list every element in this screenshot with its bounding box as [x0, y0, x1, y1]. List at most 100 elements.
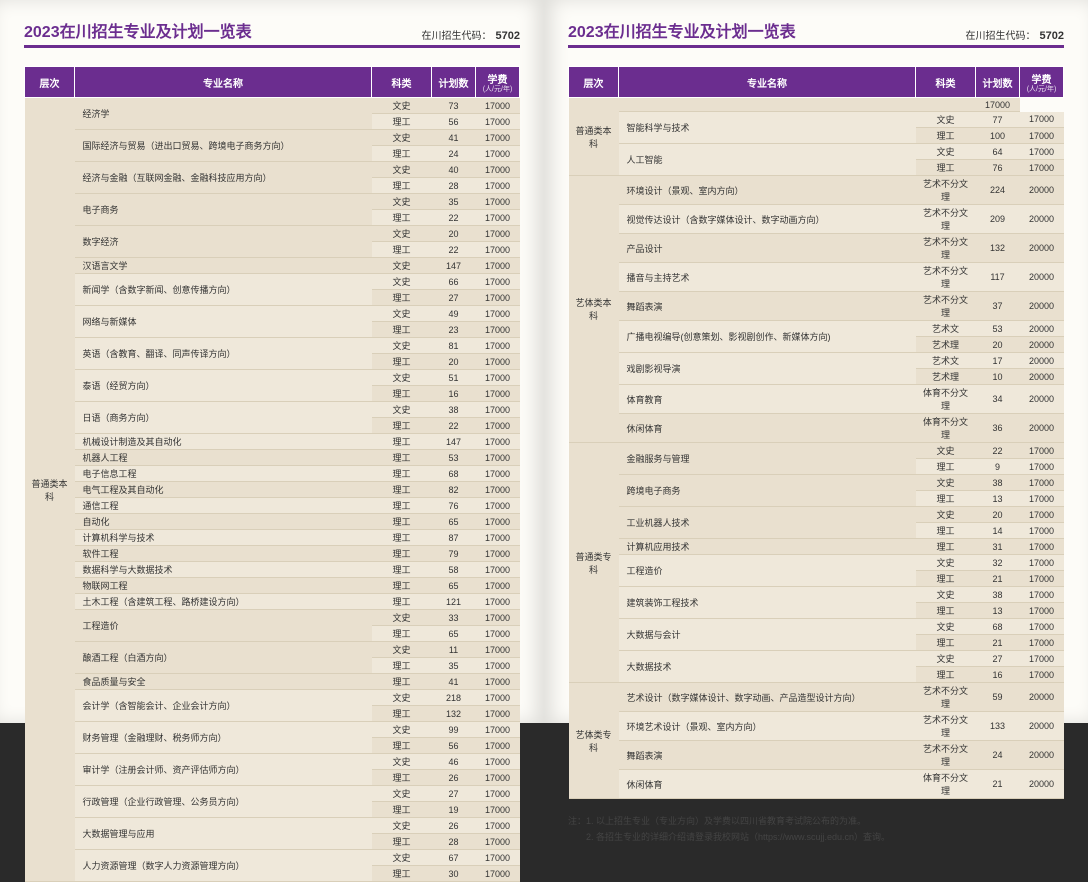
fee-cell: 17000	[476, 562, 520, 578]
major-cell: 艺术设计（数字媒体设计、数字动画、产品造型设计方向）	[619, 683, 916, 712]
cat-cell: 文史	[372, 850, 432, 866]
fee-cell: 17000	[476, 306, 520, 322]
cat-cell: 体育不分文理	[916, 385, 976, 414]
plan-cell: 13	[976, 491, 1020, 507]
cat-cell: 艺术不分文理	[916, 176, 976, 205]
table-row: 国际经济与贸易（进出口贸易、跨境电子商务方向）文史4117000	[25, 130, 520, 146]
table-row: 数据科学与大数据技术理工5817000	[25, 562, 520, 578]
table-row: 环境艺术设计（景观、室内方向）艺术不分文理13320000	[569, 712, 1064, 741]
fee-cell: 17000	[476, 594, 520, 610]
plan-cell: 30	[432, 866, 476, 882]
fee-cell: 17000	[476, 818, 520, 834]
fee-cell: 17000	[476, 450, 520, 466]
plan-cell: 24	[976, 741, 1020, 770]
table-row: 电气工程及其自动化理工8217000	[25, 482, 520, 498]
cat-cell: 文史	[916, 587, 976, 603]
plan-cell: 65	[432, 626, 476, 642]
plan-cell: 35	[432, 194, 476, 210]
major-cell: 经济与金融（互联网金融、金融科技应用方向）	[75, 162, 372, 194]
cat-cell: 理工	[372, 322, 432, 338]
program-table-left: 层次 专业名称 科类 计划数 学费(人/元/年) 普通类本科经济学文史73170…	[24, 66, 520, 882]
major-cell: 软件工程	[75, 546, 372, 562]
plan-cell: 34	[976, 385, 1020, 414]
page-title: 2023在川招生专业及计划一览表	[568, 18, 796, 42]
plan-cell: 81	[432, 338, 476, 354]
table-row: 人工智能文史6417000	[569, 144, 1064, 160]
cat-cell: 文史	[372, 130, 432, 146]
cat-cell: 理工	[372, 562, 432, 578]
fee-cell: 20000	[1020, 385, 1064, 414]
plan-cell: 64	[976, 144, 1020, 160]
cat-cell: 理工	[372, 738, 432, 754]
fee-cell: 17000	[476, 418, 520, 434]
table-row: 酿酒工程（白酒方向）文史1117000	[25, 642, 520, 658]
cat-cell: 文史	[372, 754, 432, 770]
fee-cell: 17000	[476, 146, 520, 162]
plan-cell: 53	[432, 450, 476, 466]
cat-cell: 文史	[916, 507, 976, 523]
cat-cell: 文史	[372, 306, 432, 322]
major-cell: 智能科学与技术	[619, 112, 916, 144]
table-row: 跨境电子商务文史3817000	[569, 475, 1064, 491]
cat-cell: 文史	[916, 144, 976, 160]
cat-cell: 艺术理	[916, 337, 976, 353]
fee-cell: 17000	[476, 738, 520, 754]
major-cell: 数据科学与大数据技术	[75, 562, 372, 578]
table-row: 机器人工程理工5317000	[25, 450, 520, 466]
fee-cell: 17000	[476, 770, 520, 786]
plan-cell: 40	[432, 162, 476, 178]
major-cell: 物联网工程	[75, 578, 372, 594]
note-line: 注：1. 以上招生专业（专业方向）及学费以四川省教育考试院公布的为准。	[568, 813, 1064, 829]
fee-cell: 17000	[1020, 144, 1064, 160]
cat-cell: 理工	[372, 674, 432, 690]
table-row: 汉语言文学文史14717000	[25, 258, 520, 274]
table-row: 休闲体育体育不分文理2120000	[569, 770, 1064, 799]
cat-cell: 文史	[372, 338, 432, 354]
major-cell: 环境设计（景观、室内方向）	[619, 176, 916, 205]
table-row: 行政管理（企业行政管理、公务员方向）文史2717000	[25, 786, 520, 802]
table-row: 工程造价文史3317000	[25, 610, 520, 626]
table-row: 建筑装饰工程技术文史3817000	[569, 587, 1064, 603]
cat-cell: 理工	[372, 530, 432, 546]
plan-cell: 68	[432, 466, 476, 482]
table-row: 计算机科学与技术理工8717000	[25, 530, 520, 546]
fee-cell: 17000	[476, 162, 520, 178]
cat-cell: 文史	[372, 226, 432, 242]
table-row: 英语（含教育、翻译、同声传译方向）文史8117000	[25, 338, 520, 354]
col-major: 专业名称	[619, 67, 916, 98]
cat-cell: 理工	[916, 571, 976, 587]
fee-cell: 17000	[476, 130, 520, 146]
major-cell: 酿酒工程（白酒方向）	[75, 642, 372, 674]
fee-cell: 17000	[476, 834, 520, 850]
fee-cell: 20000	[1020, 741, 1064, 770]
plan-cell: 49	[432, 306, 476, 322]
table-row: 通信工程理工7617000	[25, 498, 520, 514]
cat-cell: 理工	[916, 603, 976, 619]
plan-cell: 76	[976, 160, 1020, 176]
plan-cell: 76	[432, 498, 476, 514]
plan-cell: 68	[976, 619, 1020, 635]
plan-cell: 28	[432, 834, 476, 850]
plan-cell: 46	[432, 754, 476, 770]
major-cell: 视觉传达设计（含数字媒体设计、数字动画方向）	[619, 205, 916, 234]
plan-cell: 16	[976, 667, 1020, 683]
fee-cell: 17000	[1020, 555, 1064, 571]
fee-cell: 20000	[1020, 683, 1064, 712]
major-cell: 体育教育	[619, 385, 916, 414]
cat-cell: 艺术文	[916, 353, 976, 369]
plan-cell: 32	[976, 555, 1020, 571]
fee-cell: 17000	[476, 786, 520, 802]
plan-cell: 27	[432, 786, 476, 802]
plan-cell: 147	[432, 258, 476, 274]
plan-cell: 51	[432, 370, 476, 386]
major-cell: 通信工程	[75, 498, 372, 514]
major-cell: 汉语言文学	[75, 258, 372, 274]
fee-cell: 20000	[1020, 353, 1064, 369]
major-cell: 人力资源管理（数字人力资源管理方向）	[75, 850, 372, 882]
plan-cell: 23	[432, 322, 476, 338]
fee-cell: 17000	[476, 706, 520, 722]
cat-cell: 理工	[372, 514, 432, 530]
fee-cell: 17000	[476, 370, 520, 386]
major-cell: 自动化	[75, 514, 372, 530]
cat-cell: 理工	[372, 498, 432, 514]
